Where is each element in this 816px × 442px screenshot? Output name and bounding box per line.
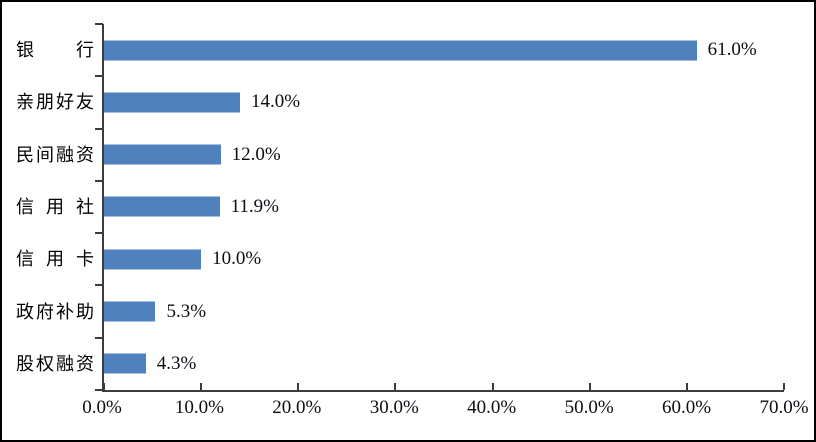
x-tick <box>394 383 397 390</box>
y-tick <box>95 75 103 78</box>
x-tick <box>783 383 785 390</box>
value-label: 14.0% <box>251 91 301 113</box>
y-tick <box>95 179 103 182</box>
bar-5.3% <box>104 301 156 323</box>
bar-61.0% <box>104 39 697 61</box>
value-label: 4.3% <box>156 352 197 374</box>
chart-row: 信用社 11.9% <box>16 181 784 233</box>
x-tick-label: 40.0% <box>467 397 517 418</box>
category-label: 信用卡 <box>16 249 94 270</box>
x-tick-label: 30.0% <box>369 397 419 418</box>
x-tick-label: 0.0% <box>82 397 122 418</box>
y-tick <box>95 232 103 235</box>
x-tick-label: 10.0% <box>174 397 224 418</box>
category-label: 民间融资 <box>16 144 94 165</box>
value-label: 61.0% <box>707 39 757 61</box>
x-axis-labels: 0.0% 10.0% 20.0% 30.0% 40.0% 50.0% 60.0% 70.0% <box>82 397 808 424</box>
category-label: 亲朋好友 <box>16 92 94 113</box>
x-tick-label: 50.0% <box>564 397 614 418</box>
x-tick-label: 60.0% <box>662 397 712 418</box>
chart-row: 股权融资 4.3% <box>16 338 784 390</box>
plot-area: 银行 61.0% 亲朋好友 14.0% 民间融资 12.0% 信用社 11.9% 信用卡 10.0… <box>16 23 785 392</box>
x-tick <box>685 383 688 390</box>
category-label: 信用社 <box>16 196 94 217</box>
bar-12.0% <box>104 144 221 166</box>
y-tick <box>95 389 103 391</box>
x-tick <box>588 383 591 390</box>
bar-rows: 银行 61.0% 亲朋好友 14.0% 民间融资 12.0% 信用社 11.9% 信用卡 10.0… <box>16 24 784 390</box>
chart-row: 民间融资 12.0% <box>16 129 784 181</box>
bar-14.0% <box>104 91 240 113</box>
value-label: 11.9% <box>230 195 279 217</box>
chart-row: 亲朋好友 14.0% <box>16 76 784 128</box>
category-label: 股权融资 <box>16 353 94 374</box>
x-tick-label: 70.0% <box>759 397 809 418</box>
y-tick <box>95 23 103 25</box>
y-tick <box>95 284 103 287</box>
x-tick <box>103 383 105 390</box>
bar-11.9% <box>104 196 220 218</box>
x-tick <box>297 383 300 390</box>
bar-10.0% <box>104 248 202 270</box>
bar-4.3% <box>104 353 146 375</box>
x-tick <box>200 383 203 390</box>
value-label: 10.0% <box>212 248 262 270</box>
y-tick <box>95 336 103 339</box>
y-tick <box>95 127 103 130</box>
chart-row: 政府补助 5.3% <box>16 285 784 337</box>
value-label: 5.3% <box>166 300 207 322</box>
category-label: 政府补助 <box>16 301 94 322</box>
x-tick <box>491 383 494 390</box>
chart-row: 银行 61.0% <box>16 24 784 76</box>
category-label: 银行 <box>16 40 94 61</box>
value-label: 12.0% <box>231 143 281 165</box>
x-tick-label: 20.0% <box>272 397 322 418</box>
chart-row: 信用卡 10.0% <box>16 233 784 285</box>
